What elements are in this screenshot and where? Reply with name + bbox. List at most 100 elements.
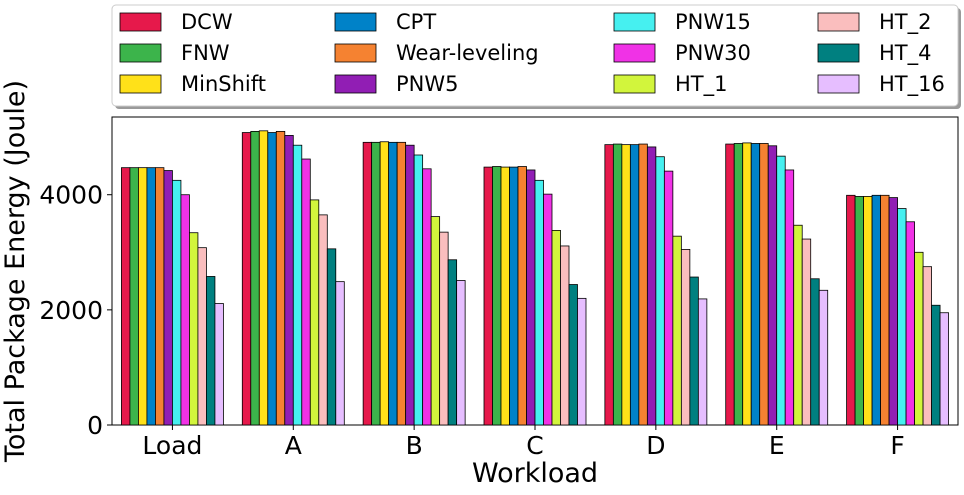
bar-ht_16-f: [939, 312, 949, 426]
legend-swatch-pnw30: [613, 43, 656, 63]
bar-dcw-a: [241, 132, 252, 426]
bar-pnw30-a: [301, 158, 311, 426]
legend-swatch-dcw: [119, 12, 162, 32]
bar-wear-leveling-c: [517, 166, 527, 426]
bar-ht_1-f: [914, 251, 924, 426]
bar-pnw15-load: [172, 179, 182, 426]
bar-cpt-c: [509, 166, 519, 426]
bar-pnw30-e: [784, 169, 795, 426]
bar-dcw-f: [846, 194, 856, 426]
bar-wear-leveling-a: [275, 130, 286, 426]
bar-ht_4-d: [689, 276, 699, 426]
bar-cpt-a: [267, 132, 277, 426]
bar-cpt-load: [146, 167, 156, 426]
bar-ht_16-e: [818, 289, 829, 426]
bar-pnw5-c: [526, 169, 536, 426]
y-tick-label: 4000: [39, 181, 103, 210]
bar-pnw15-f: [897, 208, 907, 426]
legend-swatch-cpt: [334, 12, 377, 32]
legend-swatch-pnw5: [334, 74, 377, 94]
y-tick-label: 2000: [39, 296, 103, 325]
legend-swatch-ht_4: [817, 43, 860, 63]
y-axis-label: Total Package Energy (Joule): [0, 80, 31, 463]
legend-swatch-wear-leveling: [334, 43, 377, 63]
bar-pnw30-f: [905, 221, 915, 426]
legend-label: CPT: [396, 10, 436, 34]
bar-ht_2-load: [197, 247, 207, 426]
bar-ht_2-f: [922, 266, 932, 426]
bar-ht_2-a: [318, 214, 328, 426]
bar-ht_4-c: [568, 284, 578, 426]
bar-ht_16-d: [697, 298, 708, 426]
bar-pnw15-c: [534, 179, 544, 426]
legend-swatch-ht_1: [613, 74, 656, 94]
x-tick-label: A: [285, 431, 302, 460]
bar-cpt-e: [750, 143, 761, 426]
legend-label: DCW: [181, 10, 233, 34]
legend-swatch-ht_2: [817, 12, 860, 32]
bar-minshift-c: [500, 166, 510, 426]
bar-ht_2-e: [801, 238, 812, 426]
bar-minshift-a: [258, 130, 269, 426]
legend-label: HT_16: [879, 72, 945, 97]
bar-dcw-c: [483, 166, 493, 426]
bar-fnw-a: [250, 130, 260, 426]
bar-pnw30-d: [663, 170, 674, 426]
bar-ht_4-a: [326, 248, 337, 426]
bar-dcw-e: [725, 143, 735, 426]
bar-dcw-b: [362, 141, 373, 426]
bar-wear-leveling-load: [155, 167, 165, 426]
bar-ht_16-b: [456, 280, 466, 426]
bar-ht_2-d: [680, 249, 691, 426]
bar-ht_1-load: [189, 232, 199, 426]
legend-label: FNW: [181, 41, 230, 65]
y-tick-label: 0: [87, 411, 103, 440]
bar-ht_16-load: [214, 303, 224, 426]
bar-cpt-b: [388, 141, 398, 426]
legend-label: PNW15: [675, 10, 751, 34]
bar-minshift-e: [742, 142, 752, 426]
legend-swatch-pnw15: [613, 12, 656, 32]
bar-pnw5-d: [646, 146, 657, 426]
bar-pnw5-b: [405, 144, 415, 426]
bar-wear-leveling-b: [396, 141, 407, 426]
bar-ht_4-load: [206, 276, 216, 426]
bar-ht_2-c: [560, 245, 570, 426]
x-tick-label: B: [406, 431, 423, 460]
bar-ht_16-a: [335, 281, 345, 426]
legend-box: [111, 4, 959, 107]
bar-minshift-load: [138, 167, 148, 426]
x-tick-label: C: [526, 431, 543, 460]
bar-pnw30-load: [180, 194, 190, 426]
bar-dcw-d: [604, 144, 614, 426]
bar-fnw-f: [854, 196, 864, 426]
bar-fnw-load: [129, 167, 139, 426]
x-axis-label: Workload: [472, 458, 598, 489]
legend-label: HT_1: [675, 72, 727, 97]
legend-label: HT_2: [879, 10, 931, 35]
bar-pnw15-e: [776, 155, 786, 426]
legend: DCW FNW MinShift CPT Wear-leveling PNW5 PNW15 P…: [111, 4, 961, 109]
legend-label: HT_4: [879, 41, 931, 66]
legend-swatch-fnw: [119, 43, 162, 63]
bar-pnw5-e: [767, 145, 778, 426]
legend-label: MinShift: [181, 72, 266, 96]
bar-pnw15-a: [292, 144, 303, 426]
bar-minshift-d: [621, 144, 631, 426]
bar-dcw-load: [121, 167, 131, 426]
bar-pnw30-c: [543, 193, 553, 426]
bar-wear-leveling-d: [638, 143, 648, 426]
bar-wear-leveling-f: [880, 194, 890, 426]
bar-pnw15-b: [413, 154, 424, 426]
bar-ht_1-a: [309, 199, 320, 426]
bar-ht_1-c: [551, 230, 561, 426]
bar-cpt-f: [871, 194, 881, 426]
x-tick-label: F: [890, 431, 904, 460]
plot-area: Load A B C D E F 0 2000 4000: [39, 116, 959, 460]
legend-swatch-minshift: [119, 74, 162, 94]
bar-wear-leveling-e: [759, 143, 769, 426]
x-tick-label: E: [769, 431, 785, 460]
bar-ht_1-b: [430, 216, 441, 426]
bar-pnw5-a: [284, 135, 294, 426]
